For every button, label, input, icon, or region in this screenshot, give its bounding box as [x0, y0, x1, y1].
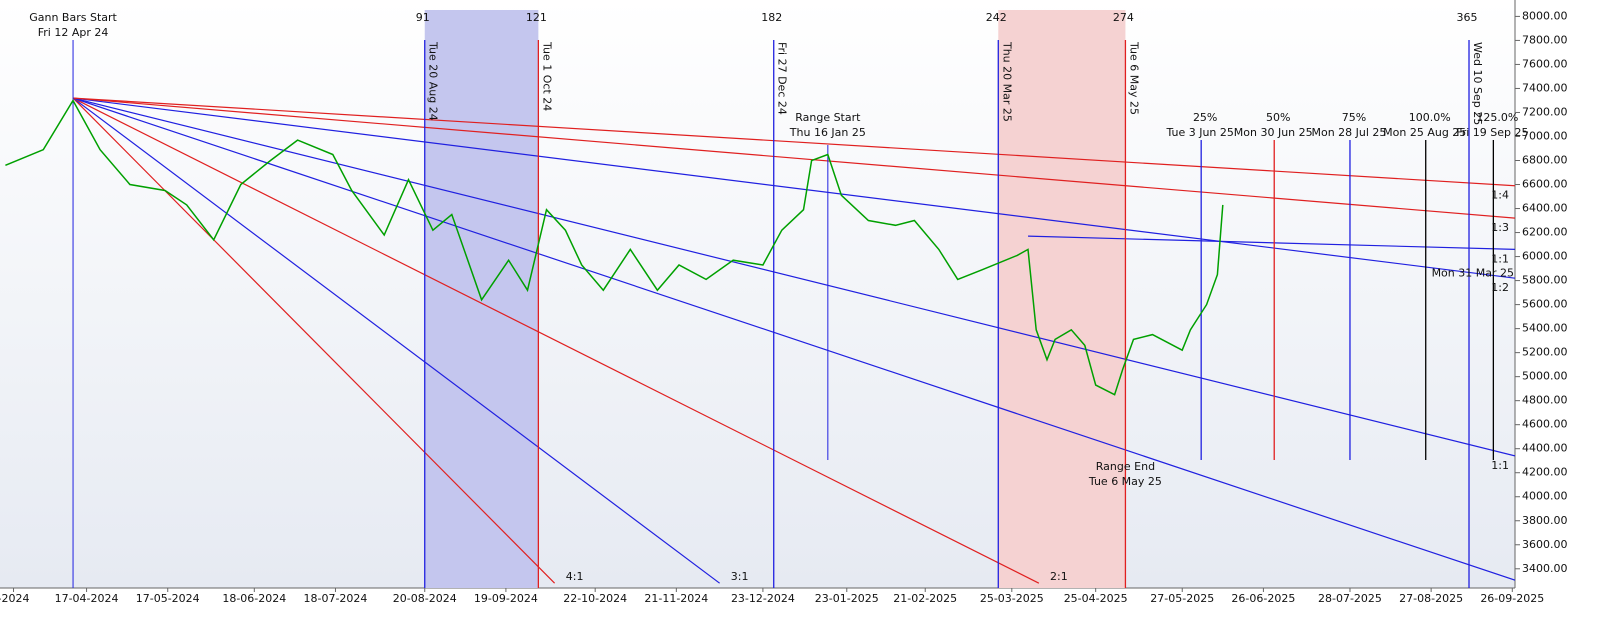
- cycle-count: 91: [416, 11, 430, 24]
- x-tick-label: 28-07-2025: [1318, 592, 1382, 605]
- y-tick-label: 3800.00: [1522, 514, 1568, 527]
- fan-label: 1:2: [1491, 281, 1509, 294]
- projection-pct: 25%: [1193, 111, 1217, 124]
- y-tick-label: 3400.00: [1522, 562, 1568, 575]
- x-tick-label: 17-05-2024: [136, 592, 200, 605]
- x-tick-label: 20-08-2024: [393, 592, 457, 605]
- x-tick-label: 26-09-2025: [1480, 592, 1544, 605]
- projection-label: Mon 30 Jun 25: [1234, 126, 1313, 139]
- fan-line: [1028, 235, 1515, 250]
- x-tick-label: 23-12-2024: [731, 592, 795, 605]
- projection-pct: 100.0%: [1409, 111, 1451, 124]
- cycle-label: Thu 20 Mar 25: [1000, 41, 1013, 122]
- fan-label: 2:1: [1050, 570, 1068, 583]
- x-tick-label: 22-10-2024: [563, 592, 627, 605]
- y-tick-label: 5600.00: [1522, 298, 1568, 311]
- x-tick-label: 27-08-2025: [1399, 592, 1463, 605]
- y-tick-label: 7600.00: [1522, 57, 1568, 70]
- plot-area: [0, 0, 1515, 588]
- fan-label: 1:1: [1491, 252, 1509, 265]
- cycle-label: Wed 10 Sep 25: [1471, 42, 1484, 125]
- price-line: [5, 98, 1224, 396]
- cycle-label: Tue 20 Aug 24: [427, 41, 440, 121]
- cycle-count: 182: [761, 11, 782, 24]
- y-tick-label: 6200.00: [1522, 226, 1568, 239]
- x-tick-label: 21-02-2025: [893, 592, 957, 605]
- fan-label: 1:1: [1491, 459, 1509, 472]
- y-tick-label: 7200.00: [1522, 105, 1568, 118]
- projection-pct: 125.0%: [1476, 111, 1518, 124]
- fan-line: [72, 97, 1040, 584]
- projection-pct: 75%: [1342, 111, 1366, 124]
- x-tick-label: 25-04-2025: [1064, 592, 1128, 605]
- cycle-count: 365: [1457, 11, 1478, 24]
- gann-start-title: Gann Bars Start: [29, 11, 117, 24]
- projection-label: Mon 28 Jul 25: [1311, 126, 1386, 139]
- y-tick-label: 3600.00: [1522, 538, 1568, 551]
- y-tick-label: 4800.00: [1522, 394, 1568, 407]
- plot: [5, 10, 1515, 588]
- y-tick-label: 4200.00: [1522, 466, 1568, 479]
- cycle-label: Tue 1 Oct 24: [540, 41, 553, 111]
- y-tick-label: 8000.00: [1522, 9, 1568, 22]
- y-tick-label: 6600.00: [1522, 178, 1568, 191]
- axes: 8000.00 7800.00 7600.00 7400.00 7200.00 7000.…: [0, 9, 1568, 605]
- y-tick-label: 7800.00: [1522, 33, 1568, 46]
- gann-start-label: Fri 12 Apr 24: [38, 26, 109, 39]
- cycle-label: Tue 6 May 25: [1127, 41, 1140, 115]
- x-tick-label: 17-04-2024: [55, 592, 119, 605]
- projection-label: Mon 25 Aug 25: [1383, 126, 1466, 139]
- fan-line: [72, 97, 720, 584]
- y-tick-label: 7000.00: [1522, 129, 1568, 142]
- range-end-title: Range End: [1096, 460, 1155, 473]
- y-tick-label: 6400.00: [1522, 202, 1568, 215]
- x-tick-label: 18-06-2024: [222, 592, 286, 605]
- cycle-count: 121: [526, 11, 547, 24]
- x-tick-label: 21-11-2024: [644, 592, 708, 605]
- y-tick-label: 6000.00: [1522, 250, 1568, 263]
- y-tick-label: 5000.00: [1522, 370, 1568, 383]
- fan-line: [72, 97, 556, 584]
- fan-start-label: Mon 31 Mar 25: [1432, 266, 1514, 279]
- x-axis-area: [0, 588, 1515, 623]
- y-tick-label: 5400.00: [1522, 322, 1568, 335]
- range-start-label: Thu 16 Jan 25: [789, 126, 866, 139]
- fan-label: 4:1: [566, 570, 584, 583]
- cycle-count: 242: [986, 11, 1007, 24]
- shaded-span: [998, 10, 1126, 588]
- range-end-label: Tue 6 May 25: [1088, 475, 1162, 488]
- projection-label: Tue 3 Jun 25: [1165, 126, 1233, 139]
- x-tick-label: 19-09-2024: [474, 592, 538, 605]
- projection-label: Fri 19 Sep 25: [1456, 126, 1528, 139]
- x-tick-label: 18-07-2024: [303, 592, 367, 605]
- fan-label: 1:4: [1491, 189, 1509, 202]
- y-tick-label: 6800.00: [1522, 154, 1568, 167]
- y-tick-label: 5200.00: [1522, 346, 1568, 359]
- x-tick-label: 25-03-2025: [980, 592, 1044, 605]
- x-tick-label: 27-05-2025: [1150, 592, 1214, 605]
- cycle-label: Fri 27 Dec 24: [776, 42, 789, 115]
- fan-label: 3:1: [731, 570, 749, 583]
- projection-pct: 50%: [1266, 111, 1290, 124]
- y-tick-label: 4000.00: [1522, 490, 1568, 503]
- x-tick-label: -2024: [0, 592, 30, 605]
- y-tick-label: 7400.00: [1522, 81, 1568, 94]
- y-tick-label: 5800.00: [1522, 274, 1568, 287]
- x-tick-label: 26-06-2025: [1231, 592, 1295, 605]
- y-tick-label: 4600.00: [1522, 418, 1568, 431]
- y-tick-label: 4400.00: [1522, 442, 1568, 455]
- fan-line: [72, 97, 1515, 581]
- cycle-count: 274: [1113, 11, 1134, 24]
- range-start-title: Range Start: [795, 111, 861, 124]
- y-axis-area: [1515, 0, 1600, 623]
- fan-label: 1:3: [1491, 221, 1509, 234]
- x-tick-label: 23-01-2025: [815, 592, 879, 605]
